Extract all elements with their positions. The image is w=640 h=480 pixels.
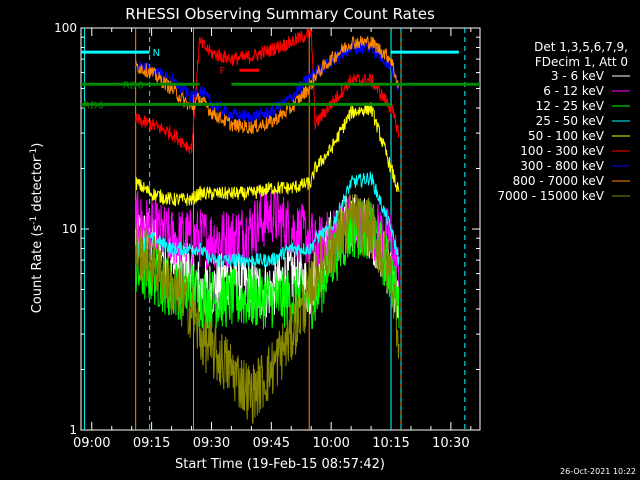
timestamp: 26-Oct-2021 10:22 (560, 467, 636, 476)
series-line-7 (135, 35, 400, 134)
y-axis-label-part3: ) (30, 143, 45, 148)
x-axis-label: Start Time (19-Feb-15 08:57:42) (175, 457, 385, 472)
flag-label-RD6: RD6 (83, 100, 104, 111)
legend-header-line: FDecim 1, Att 0 (535, 55, 628, 69)
y-tick-label: 10 (62, 222, 77, 236)
y-axis-label-part1: Count Rate (s (30, 225, 45, 314)
x-tick-label: 09:00 (73, 436, 110, 451)
y-axis-label-part2: detector (30, 156, 45, 216)
y-axis-label: Count Rate (s-1 detector-1) (29, 143, 45, 314)
flag-label-F: F (219, 66, 225, 77)
legend-label: 7000 - 15000 keV (497, 189, 604, 203)
flag-label-N: N (153, 48, 160, 59)
y-axis-label-sup2: -1 (29, 148, 39, 157)
plot-layer: 1 10 100 09:00 09:15 09:30 09:45 10:00 10:15 10:3… (54, 21, 481, 451)
x-tick-label: 10:30 (432, 436, 469, 451)
chart-title: RHESSI Observing Summary Count Rates (125, 5, 435, 23)
y-tick-label: 100 (54, 21, 77, 35)
series-line-8 (135, 194, 400, 425)
flag-label-RD0: RD0 (123, 80, 144, 91)
legend-label: 300 - 800 keV (520, 159, 604, 173)
legend-label: 100 - 300 keV (520, 144, 604, 158)
legend-label: 3 - 6 keV (551, 69, 605, 83)
x-tick-label: 10:15 (372, 436, 409, 451)
x-tick-label: 09:15 (133, 436, 170, 451)
series-line-4 (135, 102, 400, 207)
y-axis-label-sup1: -1 (29, 216, 39, 225)
legend-label: 6 - 12 keV (543, 84, 605, 98)
series-line-5 (135, 27, 400, 155)
x-tick-label: 09:45 (253, 436, 290, 451)
x-tick-label: 09:30 (193, 436, 230, 451)
legend-label: 800 - 7000 keV (513, 174, 605, 188)
series-line-3 (135, 171, 400, 269)
legend: Det 1,3,5,6,7,9,FDecim 1, Att 03 - 6 keV… (497, 40, 630, 203)
legend-label: 12 - 25 keV (536, 99, 605, 113)
legend-label: 50 - 100 keV (528, 129, 605, 143)
legend-header-line: Det 1,3,5,6,7,9, (534, 40, 628, 54)
legend-label: 25 - 50 keV (536, 114, 605, 128)
x-tick-label: 10:00 (312, 436, 349, 451)
y-tick-label: 1 (69, 423, 77, 437)
